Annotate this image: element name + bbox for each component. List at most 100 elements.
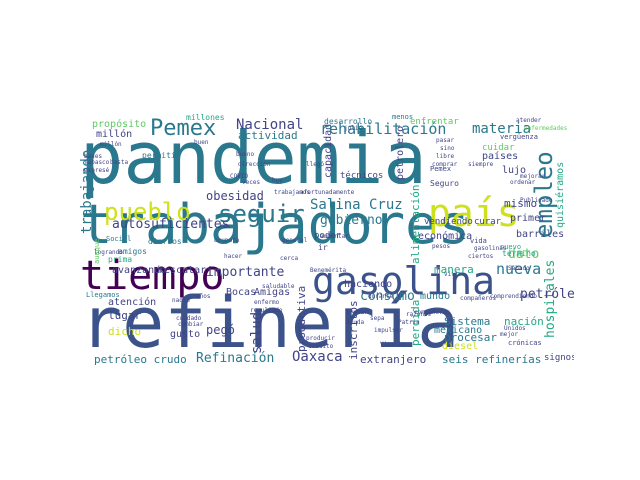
word-termino: término — [502, 249, 536, 258]
word-cronicas: crónicas — [508, 339, 542, 347]
word-ir: ir — [318, 243, 328, 252]
word-covid: COVID — [230, 173, 249, 180]
word-hacer: hacer — [224, 253, 243, 260]
word-lugar: lugar — [108, 309, 142, 322]
word-diarios: diarios — [148, 237, 182, 246]
word-siempre: siempre — [468, 161, 494, 168]
word-petroleo-crudo: petróleo crudo — [94, 353, 187, 366]
word-enfermedades: enfermedades — [524, 125, 568, 132]
word-unidos: Unidos — [504, 325, 526, 332]
word-patria: Patria — [398, 319, 420, 326]
word-empleo: empleo — [530, 151, 558, 238]
word-credito: crédito — [308, 343, 334, 350]
word-mejorar: mejorar — [520, 173, 546, 180]
word-ocupara: ocupara — [214, 237, 240, 244]
word-permitir: permitir — [142, 151, 181, 160]
word-mejor: mejor — [500, 331, 519, 338]
word-materia: materia — [472, 121, 532, 137]
word-social: Social — [106, 235, 132, 243]
word-buen: buen — [194, 139, 209, 146]
word-refinacion: Refinación — [196, 351, 275, 366]
word-companeros: compañeros — [460, 295, 497, 302]
word-seguro: Seguro — [430, 179, 459, 188]
word-pais: país — [428, 191, 520, 235]
word-amigas: Amigas — [254, 287, 291, 298]
word-bocas: Bocas — [226, 287, 257, 298]
word-vivir: vivir — [444, 271, 463, 278]
word-diesel: diesel — [442, 341, 479, 352]
word-gasolinas: gasolinas — [474, 245, 507, 252]
word-sabado: Sábado — [508, 265, 530, 272]
word-salina-cruz: Salina Cruz — [310, 197, 403, 213]
word-nueva: nueva — [496, 260, 542, 278]
word-gobierno: gobierno — [320, 213, 383, 228]
word-nadie: nadie — [172, 297, 191, 304]
word-pandemia: pandemia — [80, 116, 427, 200]
word-tiempo: tiempo — [80, 253, 225, 299]
word-producir: producir — [306, 335, 335, 342]
word-general: general — [282, 237, 308, 244]
word-logrando: logrando — [94, 249, 123, 256]
word-mexicano: mexicano — [434, 325, 483, 336]
word-petroleo: petróleo — [520, 287, 574, 302]
word-enfrentar: enfrentar — [410, 117, 459, 127]
word-trabajamos: trabajamos — [274, 189, 311, 196]
word-vida: vida — [470, 237, 487, 245]
word-atencion: atención — [108, 297, 157, 308]
word-seis-refinerias: seis refinerías — [442, 353, 542, 366]
word-millon: millón — [96, 129, 133, 140]
word-razones: razones — [406, 311, 432, 318]
word-avanzando: avanzando — [112, 265, 167, 276]
word-cerca: cerca — [280, 255, 299, 262]
word-pemex: Pemex — [150, 116, 217, 141]
word-importante: importante — [206, 265, 285, 280]
word-impulsar: impulsar — [374, 327, 403, 334]
word-mes: mes — [220, 223, 231, 230]
word-procesar: procesar — [444, 331, 497, 344]
word-barriles: barriles — [516, 229, 565, 240]
word-cuidado: cuidado — [176, 315, 202, 322]
word-menos: menos — [392, 114, 414, 121]
word-direccion: dirección — [238, 161, 271, 168]
word-nacion: nación — [504, 315, 544, 328]
word-signos: signos — [544, 353, 574, 363]
word-poder: poder — [314, 231, 342, 241]
word-pasar: pasar — [436, 137, 455, 144]
word-primer: primer — [510, 213, 547, 224]
word-curar: curar — [474, 217, 502, 227]
word-paises: países — [482, 151, 519, 162]
word-manera: manera — [434, 263, 474, 276]
word-rescatar: rescatar — [158, 265, 207, 276]
word-aumentar: aumentar — [320, 233, 349, 240]
word-millon-small: millón — [100, 141, 122, 148]
word-prima: prima — [108, 255, 133, 264]
word-sino: sino — [440, 145, 455, 152]
word-basta: basta — [110, 159, 129, 166]
word-deuda: deuda — [346, 319, 365, 326]
word-pemex-small: Pemex — [430, 165, 452, 173]
word-desarrollo: desarrollo — [324, 117, 373, 126]
word-verguenza: vergüenza — [500, 133, 538, 141]
word-proposito: propósito — [92, 119, 147, 130]
word-tabasco: Tabasco — [84, 159, 110, 166]
word-refineria: refinería — [80, 282, 460, 364]
word-comprar: comprar — [432, 161, 458, 168]
word-obesidad: obesidad — [206, 189, 264, 203]
word-haciendo: haciendo — [344, 279, 393, 290]
word-durante: durante — [368, 293, 394, 300]
word-pego: pegó — [206, 323, 235, 337]
word-vendiendo: vendiendo — [424, 217, 473, 227]
word-economica: económica — [418, 231, 473, 242]
word-atender: atender — [516, 117, 542, 124]
word-sistema: Sistema — [444, 315, 491, 328]
word-seguir: seguir — [218, 200, 305, 228]
word-veces: veces — [242, 179, 261, 186]
word-llego: llegó — [306, 161, 325, 168]
word-cambiar: cambiar — [178, 321, 204, 328]
word-cuidar: cuidar — [482, 143, 515, 153]
word-sepa: sepa — [370, 315, 385, 322]
word-anos: años — [196, 293, 211, 300]
word-salud: salud — [249, 311, 265, 354]
word-tecnicos: técnicos — [340, 171, 384, 181]
word-resultado: resultado — [250, 307, 283, 314]
